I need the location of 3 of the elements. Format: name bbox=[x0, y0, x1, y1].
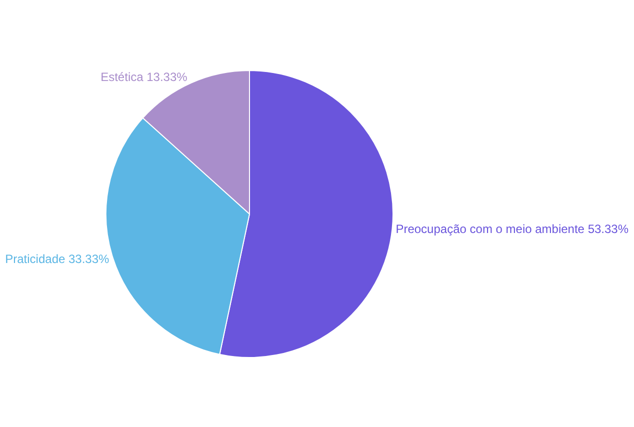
slice-label: Preocupação com o meio ambiente 53.33% bbox=[396, 222, 629, 236]
slice-label: Estética 13.33% bbox=[100, 70, 188, 84]
slice-label: Praticidade 33.33% bbox=[5, 252, 110, 266]
